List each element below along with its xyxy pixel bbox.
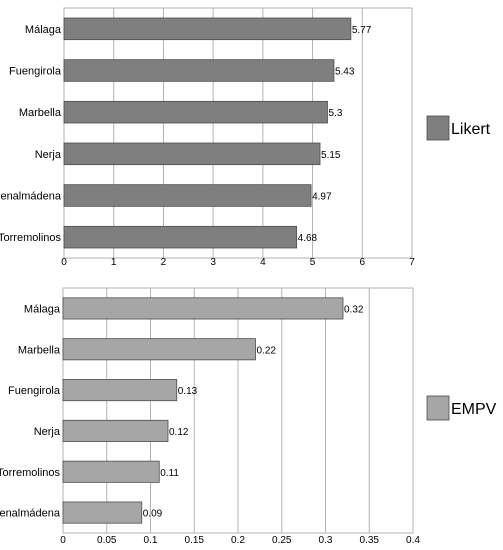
x-tick-label: 1 xyxy=(111,257,117,268)
bar-malaga xyxy=(63,17,352,41)
x-tick-label: 3 xyxy=(210,257,216,268)
value-label: 0.11 xyxy=(160,468,179,479)
category-label: Benalmádena xyxy=(0,191,62,203)
category-label: Nerja xyxy=(35,149,62,161)
x-tick-label: 0.15 xyxy=(185,535,205,546)
x-tick-label: 6 xyxy=(360,257,366,268)
value-label: 4.97 xyxy=(312,192,332,203)
empv-chart: 0 0.05 0.1 0.15 0.2 0.25 0.3 0.35 0.4 Málaga 0.32 M… xyxy=(0,287,497,546)
x-tick-label: 7 xyxy=(409,257,415,268)
bar-torremolinos xyxy=(62,460,160,483)
x-tick-label: 0.05 xyxy=(97,535,117,546)
value-label: 0.32 xyxy=(344,304,364,315)
bar-fuengirola xyxy=(63,59,335,82)
category-label: Málaga xyxy=(24,303,61,315)
category-label: Torremolinos xyxy=(0,232,61,244)
category-label: Nerja xyxy=(34,426,61,438)
x-tick-label: 0 xyxy=(61,257,67,268)
value-label: 4.68 xyxy=(298,233,318,244)
legend-label: Likert xyxy=(451,121,491,138)
value-label: 0.13 xyxy=(178,386,198,397)
value-label: 5.43 xyxy=(335,67,355,78)
x-tick-label: 0.3 xyxy=(319,535,333,546)
value-label: 0.12 xyxy=(169,427,189,438)
bar-fuengirola xyxy=(62,379,178,402)
bar-benalmadena xyxy=(62,501,143,524)
bar-malaga xyxy=(62,297,344,320)
bar-nerja xyxy=(63,142,321,166)
value-label: 5.15 xyxy=(321,150,341,161)
likert-chart: 0 1 2 3 4 5 6 7 Málaga 5.77 Fuengirola 5.43 Marbella… xyxy=(0,7,491,268)
value-label: 0.09 xyxy=(143,509,163,520)
value-label: 5.3 xyxy=(328,108,342,119)
legend-label: EMPV xyxy=(451,401,497,418)
bar-benalmadena xyxy=(63,184,312,207)
bar-torremolinos xyxy=(63,225,298,249)
category-label: Fuengirola xyxy=(8,385,61,397)
value-label: 5.77 xyxy=(352,25,372,36)
category-label: Torremolinos xyxy=(0,467,60,479)
category-label: Benalmádena xyxy=(0,508,61,520)
x-tick-label: 0 xyxy=(60,535,66,546)
value-label: 0.22 xyxy=(257,345,277,356)
x-tick-label: 0.1 xyxy=(144,535,158,546)
bar-nerja xyxy=(62,419,169,442)
plot-area xyxy=(63,7,413,259)
bar-marbella xyxy=(62,338,256,361)
x-tick-label: 4 xyxy=(260,257,266,268)
x-tick-label: 0.35 xyxy=(360,535,380,546)
x-tick-label: 0.4 xyxy=(406,535,420,546)
legend-swatch xyxy=(426,395,450,421)
legend-swatch xyxy=(426,115,450,141)
category-label: Málaga xyxy=(25,24,62,36)
x-tick-label: 0.2 xyxy=(231,535,245,546)
x-tick-label: 2 xyxy=(161,257,167,268)
category-label: Marbella xyxy=(18,344,61,356)
x-tick-label: 5 xyxy=(310,257,316,268)
bar-marbella xyxy=(63,100,328,124)
x-tick-label: 0.25 xyxy=(272,535,292,546)
category-label: Marbella xyxy=(19,107,62,119)
category-label: Fuengirola xyxy=(9,66,62,78)
